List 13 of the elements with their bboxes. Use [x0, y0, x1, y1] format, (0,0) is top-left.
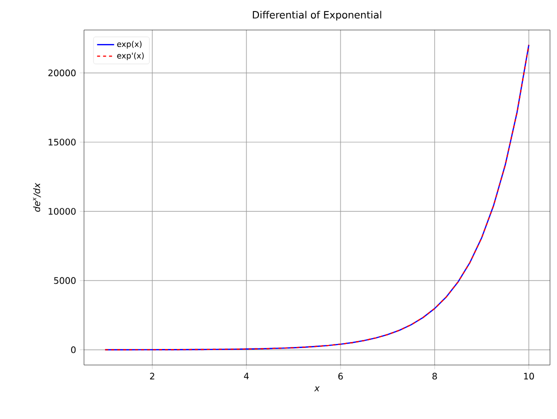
y-tick-label: 5000 — [54, 277, 76, 284]
x-tick-label: 8 — [432, 372, 437, 380]
x-tick-label: 6 — [338, 372, 343, 380]
y-tick-label: 10000 — [48, 208, 76, 215]
y-tick-label: 20000 — [48, 70, 76, 76]
x-tick-label: 10 — [524, 372, 534, 380]
x-axis-title: x — [314, 386, 320, 392]
y-tick-label: 15000 — [48, 138, 76, 146]
x-tick-label: 4 — [244, 372, 249, 380]
y-axis-title: de$^{x}$/dx — [32, 182, 41, 212]
x-tick-label: 2 — [150, 372, 154, 380]
y-tick-label: 0 — [71, 346, 76, 354]
chart-title: Differential of Exponential — [252, 10, 382, 21]
